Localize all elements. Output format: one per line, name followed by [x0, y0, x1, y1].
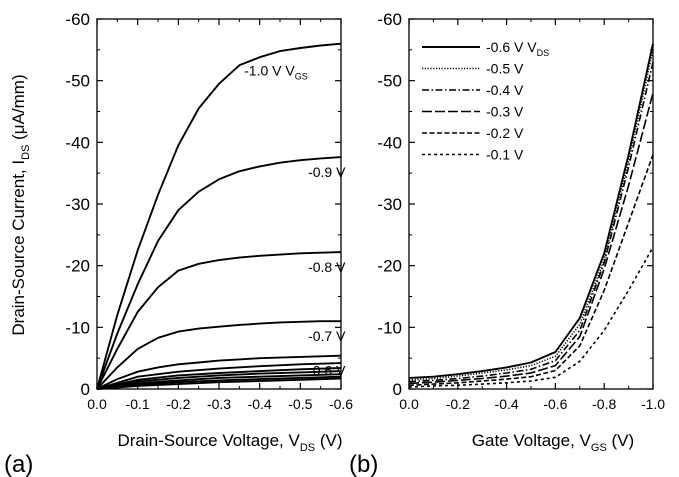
panel-a-y-tick-label: -40: [65, 133, 90, 152]
panel-b-letter: (b): [349, 451, 378, 477]
panel-a-series-line-0-2-V: [96, 373, 342, 390]
legend-label: -0.1 V: [486, 147, 524, 163]
panel-a-letter: (a): [4, 451, 33, 477]
panel-b-legend: -0.6 V VDS -0.5 V -0.4 V -0.3 V -0.2 V -0.1 V: [422, 39, 549, 163]
panel-b-x-tick-label: -0.6: [543, 396, 567, 412]
panel-a-series-label: -0.7 V: [308, 328, 346, 344]
panel-a-series-line-0-7-V: [96, 320, 341, 390]
panel-a-series-line-0-4-V: [96, 367, 342, 390]
panel-a-series-line-0-9-V: [96, 156, 342, 390]
panel-a-x-tick-label: -0.2: [166, 396, 190, 412]
panel-b-series-line-0-2-V: [408, 154, 654, 387]
panel-a-x-tick-label: 0.0: [87, 396, 107, 412]
panel-a: 0 -10 -20 -30 -40 -50 -60 0.0 -0.1 -0.2 -0.3 -0.4 -0…: [65, 10, 353, 412]
panel-a-series-line-1-0-V: [96, 42, 342, 390]
panel-b-x-tick-label: -0.2: [446, 396, 470, 412]
panel-b-y-tick-label: -20: [377, 257, 402, 276]
panel-b-series-line-0-6-V-V: [408, 43, 654, 379]
panel-a-y-tick-label: 0: [81, 380, 90, 399]
panel-a-series-label: -0.9 V: [308, 164, 346, 180]
panel-b-y-tick-label: -30: [377, 195, 402, 214]
legend-label: -0.2 V: [486, 125, 524, 141]
panel-a-y-tick-label: -50: [65, 72, 90, 91]
panel-a-x-tick-label: -0.4: [248, 396, 272, 412]
panel-b-x-axis-title: Gate Voltage, VGS (V): [472, 431, 634, 454]
y-axis-title: Drain-Source Current, IDS (μA/mm): [9, 74, 32, 335]
panel-a-series-line-0-6-V: [96, 354, 342, 390]
panel-a-series-label: -0.6 V: [308, 363, 346, 379]
panel-b-series-line-0-5-V: [408, 49, 654, 381]
panel-b: 0 -10 -20 -30 -40 -50 -60 0.0 -0.2 -0.4 -0.6 -0.8 -1…: [377, 10, 665, 412]
panel-a-series-label: -0.8 V: [308, 259, 346, 275]
panel-a-series-label: -1.0 V VGS: [244, 63, 308, 82]
panel-a-x-tick-label: -0.3: [207, 396, 231, 412]
legend-label: -0.5 V: [486, 61, 524, 77]
panel-a-series-line-0-0-V: [96, 377, 342, 390]
legend-label: -0.4 V: [486, 82, 524, 98]
panel-b-y-tick-label: -50: [377, 72, 402, 91]
panel-a-series-line-0-3-V: [96, 370, 342, 390]
panel-a-y-tick-label: -20: [65, 257, 90, 276]
panel-b-y-tick-label: 0: [393, 380, 402, 399]
panel-a-x-tick-label: -0.1: [126, 396, 150, 412]
panel-b-y-tick-label: -10: [377, 318, 402, 337]
panel-a-series-line-0-5-V: [96, 362, 342, 390]
panel-b-series-line-0-4-V: [408, 62, 654, 383]
panel-b-x-tick-label: -0.8: [592, 396, 616, 412]
panel-b-x-tick-label: -1.0: [641, 396, 665, 412]
panel-b-x-tick-label: -0.4: [495, 396, 519, 412]
panel-b-y-tick-label: -60: [377, 10, 402, 29]
legend-label: -0.6 V VDS: [486, 39, 549, 58]
panel-a-x-tick-label: -0.6: [329, 396, 353, 412]
panel-a-y-tick-label: -60: [65, 10, 90, 29]
legend-label: -0.3 V: [486, 104, 524, 120]
panel-a-series-line-0-1-V: [96, 375, 342, 390]
panel-a-y-tick-label: -30: [65, 195, 90, 214]
panel-a-x-tick-label: -0.5: [288, 396, 312, 412]
panel-a-series-line-0-8-V: [96, 251, 342, 390]
panel-b-y-tick-label: -40: [377, 133, 402, 152]
panel-b-series-line-0-1-V: [408, 246, 654, 388]
panel-b-x-tick-label: 0.0: [399, 396, 419, 412]
panel-a-x-axis-title: Drain-Source Voltage, VDS (V): [117, 431, 342, 454]
panel-b-series-line-0-3-V: [408, 92, 654, 385]
panel-a-y-tick-label: -10: [65, 318, 90, 337]
